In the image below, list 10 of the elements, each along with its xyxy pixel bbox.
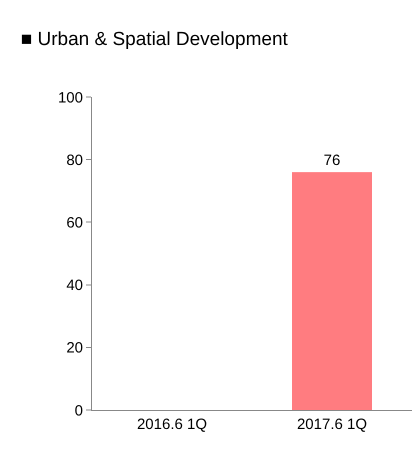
x-tick-label: 2016.6 1Q [136, 416, 208, 433]
y-tick-label: 80 [66, 152, 83, 169]
y-tick-label: 40 [66, 277, 83, 294]
data-label: 76 [324, 152, 340, 170]
y-tick-label: 0 [74, 402, 83, 420]
y-tick-label: 20 [66, 340, 83, 357]
y-tick-label: 100 [58, 89, 83, 106]
x-tick-label: 2017.6 1Q [296, 416, 368, 433]
chart-title: ■ Urban & Spatial Development [20, 28, 289, 50]
y-tick-label: 60 [66, 214, 83, 232]
